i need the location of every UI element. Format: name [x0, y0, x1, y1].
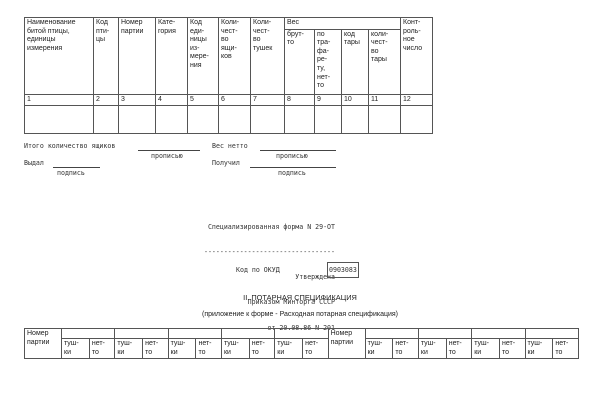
- header-carcasses: туш- ки: [220, 337, 250, 360]
- header-control: Конт- роль- ное число: [400, 17, 433, 95]
- group-header: [364, 328, 419, 339]
- dashes: ---------------------------------: [203, 248, 335, 257]
- header-net: нет- то: [248, 337, 276, 360]
- header-carcasses: туш- ки: [471, 337, 501, 360]
- col-number: 6: [218, 93, 251, 107]
- group-header: [274, 328, 329, 339]
- group-header: [167, 328, 222, 339]
- approved: Утверждена: [295, 273, 335, 282]
- okud-code: 0903083: [327, 262, 359, 278]
- header-carcasses: Коли- чест- во тушек: [250, 17, 285, 95]
- header-weight: Вес: [284, 17, 401, 30]
- header-carcasses: туш- ки: [364, 337, 394, 360]
- group-header: [417, 328, 473, 339]
- header-batch: Номер партии: [24, 327, 62, 360]
- col-number: 8: [284, 93, 315, 107]
- group-header: [220, 328, 276, 339]
- order: Приказом Минторга СССР: [247, 298, 335, 307]
- header-net: нет- то: [88, 337, 116, 360]
- header-carcasses: туш- ки: [417, 337, 447, 360]
- col-number: 9: [314, 93, 342, 107]
- header-carcasses: туш- ки: [114, 337, 144, 360]
- header-carcasses: туш- ки: [274, 337, 304, 360]
- header-net: по тра- фа- ре- ту, нет- то: [314, 28, 342, 95]
- signature-caption: подпись: [57, 169, 85, 177]
- received-label: Получил: [212, 159, 240, 167]
- group-header: [471, 328, 526, 339]
- total-boxes-label: Итого количество ящиков: [24, 142, 116, 150]
- header-net: нет- то: [499, 337, 526, 360]
- issued-signature-field[interactable]: [53, 167, 100, 168]
- header-batch: Номер партии: [327, 327, 366, 360]
- header-unit-code: Код еди- ницы из- мере- ния: [187, 17, 219, 95]
- header-category: Кате- гория: [155, 17, 188, 95]
- col-number: 7: [250, 93, 285, 107]
- group-header: [524, 328, 579, 339]
- header-tare-code: код тары: [341, 28, 369, 95]
- received-signature-field[interactable]: [250, 167, 336, 168]
- header-batch: Номер партии: [118, 17, 156, 95]
- col-number: 10: [341, 93, 369, 107]
- header-net: нет- то: [392, 337, 419, 360]
- header-gross: брут- то: [284, 28, 315, 95]
- issued-label: Выдал: [24, 159, 44, 167]
- col-number: 4: [155, 93, 188, 107]
- header-carcasses: туш- ки: [167, 337, 197, 360]
- header-boxes: Коли- чест- во ящи- ков: [218, 17, 251, 95]
- total-boxes-field[interactable]: [138, 150, 200, 151]
- section-title: II. ПОТАРНАЯ СПЕЦИФИКАЦИЯ: [243, 293, 357, 302]
- group-header: [114, 328, 169, 339]
- table-row: [24, 105, 433, 135]
- header-net: нет- то: [142, 337, 169, 360]
- in-words-caption: прописью: [276, 152, 308, 160]
- in-words-caption: прописью: [151, 152, 183, 160]
- col-number: 2: [93, 93, 119, 107]
- col-number: 12: [400, 93, 433, 107]
- section-subtitle: (приложение к форме - Расходная потарная…: [202, 311, 398, 318]
- header-tare-qty: коли- чест- во тары: [368, 28, 401, 95]
- header-carcasses: туш- ки: [61, 337, 90, 360]
- col-number: 5: [187, 93, 219, 107]
- header-code: Код пти- цы: [93, 17, 119, 95]
- col-number: 1: [24, 93, 94, 107]
- header-name: Наименование битой птицы, единицы измере…: [24, 17, 94, 95]
- col-number: 3: [118, 93, 156, 107]
- top-table: Наименование битой птицы, единицы измере…: [24, 17, 433, 135]
- header-net: нет- то: [445, 337, 473, 360]
- form-info: Специализированная форма N 29-ОТ -------…: [204, 206, 335, 341]
- okud-label: Код по ОКУД: [236, 266, 280, 274]
- group-header: [60, 328, 116, 339]
- header-net: нет- то: [302, 337, 329, 360]
- bottom-table: Номер партии Номер партии туш- ки нет- то ту…: [24, 327, 579, 360]
- form-name: Специализированная форма N 29-ОТ: [207, 222, 335, 231]
- header-carcasses: туш- ки: [524, 337, 554, 360]
- signature-caption: подпись: [278, 169, 306, 177]
- col-number: 11: [368, 93, 401, 107]
- header-net: нет- то: [195, 337, 222, 360]
- net-weight-label: Вес нетто: [212, 142, 248, 150]
- order-date: от 20.08.86 N 201: [267, 323, 336, 332]
- header-net: нет- то: [552, 337, 579, 360]
- net-weight-field[interactable]: [260, 150, 336, 151]
